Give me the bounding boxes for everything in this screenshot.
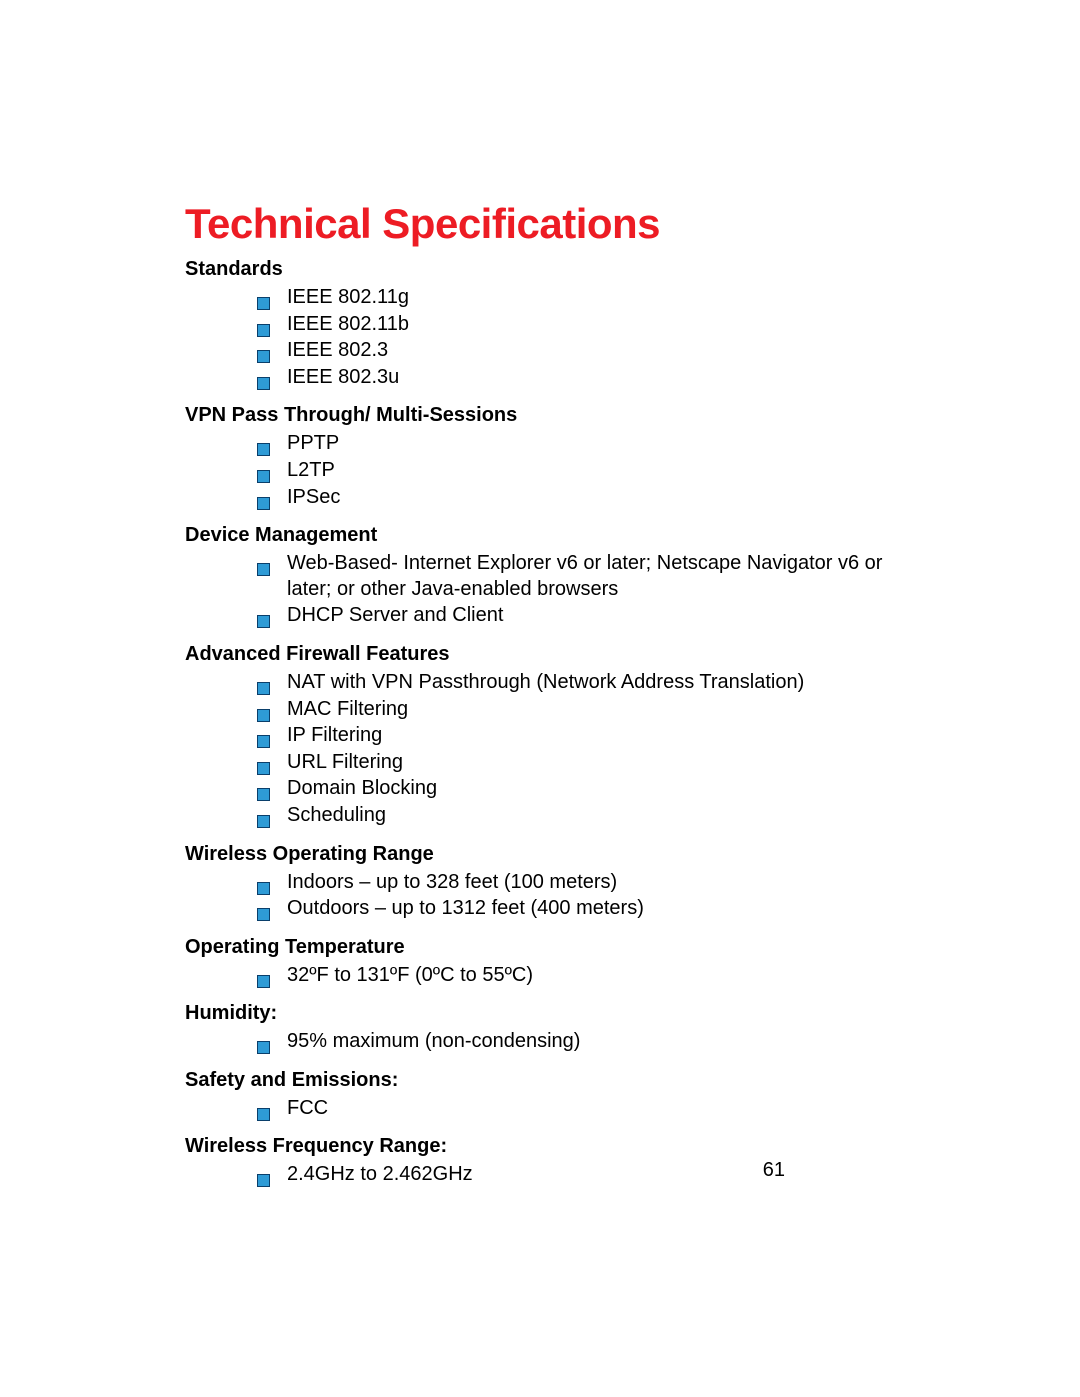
- list-item-text: Outdoors – up to 1312 feet (400 meters): [287, 897, 644, 919]
- section-heading: Standards: [185, 258, 900, 281]
- section-heading: Device Management: [185, 524, 900, 547]
- list-item: DHCP Server and Client: [257, 603, 900, 629]
- list-item: IP Filtering: [257, 723, 900, 749]
- section-heading: Humidity:: [185, 1002, 900, 1025]
- bullet-icon: [257, 877, 270, 890]
- bullet-icon: [257, 704, 270, 717]
- list-item: FCC: [257, 1096, 900, 1122]
- section-heading: Operating Temperature: [185, 936, 900, 959]
- page-number: 61: [763, 1159, 785, 1182]
- list-item: NAT with VPN Passthrough (Network Addres…: [257, 670, 900, 696]
- list-item-text: NAT with VPN Passthrough (Network Addres…: [287, 671, 804, 693]
- list-item: 32ºF to 131ºF (0ºC to 55ºC): [257, 963, 900, 989]
- bullet-icon: [257, 677, 270, 690]
- list-item-text: Web-Based- Internet Explorer v6 or later…: [287, 552, 882, 600]
- list-item-text: IPSec: [287, 486, 340, 508]
- bullet-icon: [257, 810, 270, 823]
- section-heading: VPN Pass Through/ Multi-Sessions: [185, 404, 900, 427]
- bullet-icon: [257, 610, 270, 623]
- bullet-list: 95% maximum (non-condensing): [185, 1029, 900, 1055]
- bullet-list: FCC: [185, 1096, 900, 1122]
- list-item-text: PPTP: [287, 432, 339, 454]
- list-item-text: Scheduling: [287, 804, 386, 826]
- list-item-text: IEEE 802.3: [287, 339, 388, 361]
- list-item: Outdoors – up to 1312 feet (400 meters): [257, 896, 900, 922]
- bullet-icon: [257, 1169, 270, 1182]
- list-item: MAC Filtering: [257, 697, 900, 723]
- bullet-list: 32ºF to 131ºF (0ºC to 55ºC): [185, 963, 900, 989]
- section-heading: Wireless Operating Range: [185, 843, 900, 866]
- list-item: IPSec: [257, 485, 900, 511]
- list-item: L2TP: [257, 458, 900, 484]
- list-item: IEEE 802.3: [257, 338, 900, 364]
- bullet-icon: [257, 438, 270, 451]
- list-item-text: IEEE 802.11b: [287, 313, 409, 335]
- bullet-icon: [257, 558, 270, 571]
- list-item-text: 95% maximum (non-condensing): [287, 1030, 580, 1052]
- bullet-icon: [257, 319, 270, 332]
- list-item-text: FCC: [287, 1097, 328, 1119]
- list-item-text: IEEE 802.11g: [287, 286, 409, 308]
- list-item-text: 32ºF to 131ºF (0ºC to 55ºC): [287, 964, 533, 986]
- list-item: Scheduling: [257, 803, 900, 829]
- bullet-icon: [257, 465, 270, 478]
- list-item-text: 2.4GHz to 2.462GHz: [287, 1163, 473, 1185]
- bullet-icon: [257, 730, 270, 743]
- bullet-icon: [257, 1036, 270, 1049]
- list-item: 95% maximum (non-condensing): [257, 1029, 900, 1055]
- list-item: IEEE 802.3u: [257, 365, 900, 391]
- bullet-list: Web-Based- Internet Explorer v6 or later…: [185, 551, 900, 629]
- list-item-text: IP Filtering: [287, 724, 382, 746]
- list-item: URL Filtering: [257, 750, 900, 776]
- section-heading: Advanced Firewall Features: [185, 643, 900, 666]
- section-heading: Safety and Emissions:: [185, 1069, 900, 1092]
- list-item-text: URL Filtering: [287, 751, 403, 773]
- list-item-text: MAC Filtering: [287, 698, 408, 720]
- bullet-icon: [257, 757, 270, 770]
- list-item: Web-Based- Internet Explorer v6 or later…: [257, 551, 900, 602]
- sections-container: StandardsIEEE 802.11gIEEE 802.11bIEEE 80…: [185, 258, 900, 1188]
- page-title: Technical Specifications: [185, 200, 900, 248]
- list-item: PPTP: [257, 431, 900, 457]
- bullet-list: IEEE 802.11g IEEE 802.11b IEEE 802.3 IEEE 8…: [185, 285, 900, 390]
- list-item-text: DHCP Server and Client: [287, 604, 503, 626]
- document-page: Technical Specifications Standards IEEE 8…: [0, 0, 1080, 1397]
- list-item: Indoors – up to 328 feet (100 meters): [257, 870, 900, 896]
- bullet-list: Indoors – up to 328 feet (100 meters) Out…: [185, 870, 900, 922]
- bullet-icon: [257, 292, 270, 305]
- bullet-list: PPTP L2TP IPSec: [185, 431, 900, 510]
- list-item-text: Indoors – up to 328 feet (100 meters): [287, 871, 617, 893]
- bullet-list: 2.4GHz to 2.462GHz: [185, 1162, 900, 1188]
- list-item: IEEE 802.11b: [257, 312, 900, 338]
- bullet-list: NAT with VPN Passthrough (Network Addres…: [185, 670, 900, 829]
- bullet-icon: [257, 903, 270, 916]
- bullet-icon: [257, 372, 270, 385]
- list-item-text: Domain Blocking: [287, 777, 437, 799]
- section-heading: Wireless Frequency Range:: [185, 1135, 900, 1158]
- list-item: IEEE 802.11g: [257, 285, 900, 311]
- list-item: 2.4GHz to 2.462GHz: [257, 1162, 900, 1188]
- list-item-text: IEEE 802.3u: [287, 366, 399, 388]
- list-item-text: L2TP: [287, 459, 335, 481]
- list-item: Domain Blocking: [257, 776, 900, 802]
- bullet-icon: [257, 345, 270, 358]
- bullet-icon: [257, 970, 270, 983]
- bullet-icon: [257, 492, 270, 505]
- bullet-icon: [257, 1103, 270, 1116]
- bullet-icon: [257, 783, 270, 796]
